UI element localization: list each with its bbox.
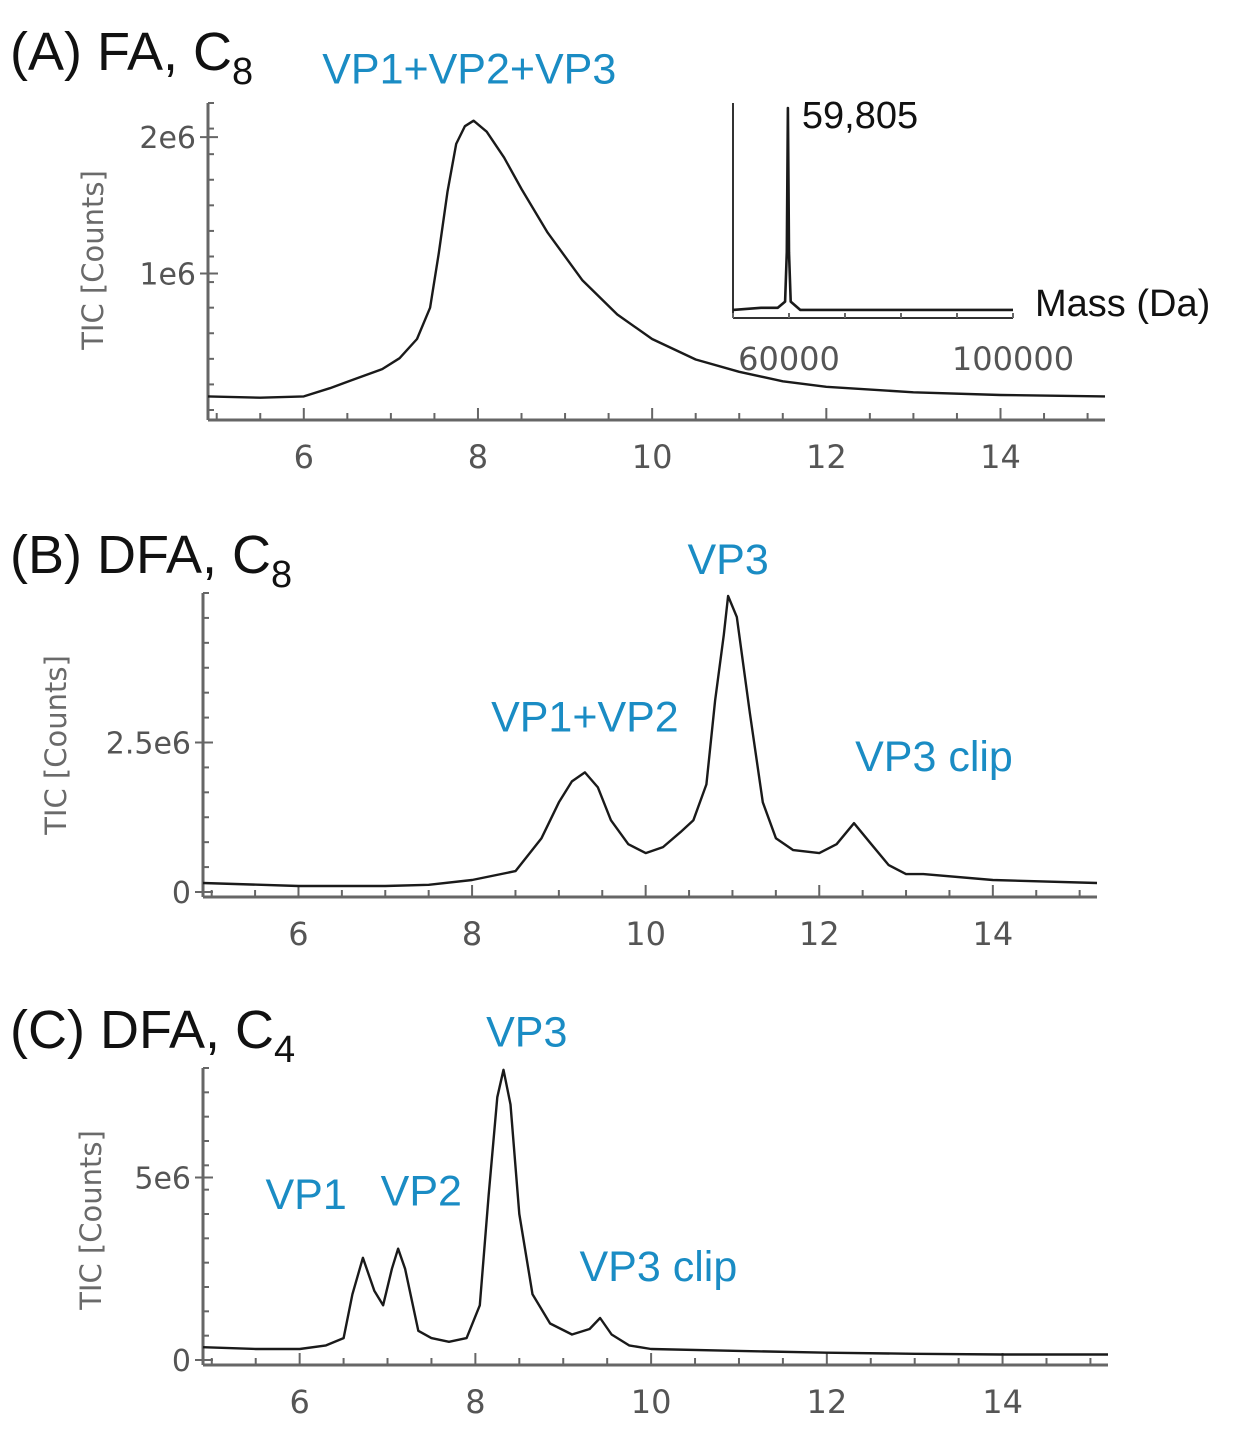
- inset-mass-trace: [732, 106, 1013, 312]
- panel-c-subscript: 4: [274, 1029, 295, 1071]
- panel-c-plot-area: 6 8 10 12 14 0 5e6 VP1 VP2 VP3 VP3 clip: [134, 1009, 1108, 1421]
- panel-c-x-tick-label: 14: [982, 1383, 1023, 1421]
- panel-b-plot-area: 6 8 10 12 14 0 2.5e6 VP1+VP2 VP3 VP3 clip: [106, 536, 1098, 953]
- panel-c-peak-annotation: VP1: [266, 1171, 347, 1219]
- panel-a: (A) FA, C8 6 8 10 12 14 1e6 2e6 VP1+VP2+VP3 TIC…: [10, 22, 1210, 476]
- panel-c-x-tick-label: 12: [806, 1383, 847, 1421]
- panel-a-x-tick-label: 8: [468, 438, 488, 476]
- panel-a-x-tick-label: 10: [632, 438, 673, 476]
- panel-b-peak-annotation: VP1+VP2: [491, 693, 679, 741]
- panel-b-x-tick-label: 10: [625, 915, 666, 953]
- panel-c-tic-trace: [202, 1068, 1108, 1356]
- panel-c-peak-annotation: VP3 clip: [580, 1243, 738, 1291]
- panel-b-x-tick-label: 8: [462, 915, 482, 953]
- panel-c-label: (C) DFA, C4: [10, 1000, 295, 1071]
- panel-b-subscript: 8: [271, 554, 292, 596]
- panel-a-y-tick-label: 2e6: [139, 121, 196, 156]
- panel-a-plot-area: 6 8 10 12 14 1e6 2e6 VP1+VP2+VP3: [139, 45, 1106, 476]
- panel-a-subscript: 8: [232, 51, 253, 93]
- inset-peak-mass-label: 59,805: [802, 95, 918, 137]
- panel-c-x-tick-label: 6: [289, 1383, 309, 1421]
- panel-a-x-tick-label: 12: [806, 438, 847, 476]
- panel-b-y-axis-label: TIC [Counts]: [39, 655, 73, 836]
- panel-a-inset: 60000 100000 59,805: [732, 95, 1074, 378]
- panel-a-x-tick-label: 14: [980, 438, 1021, 476]
- panel-b-x-tick-label: 6: [288, 915, 308, 953]
- panel-b-tic-trace: [202, 594, 1098, 888]
- panel-b-x-tick-label: 12: [799, 915, 840, 953]
- panel-b-label: (B) DFA, C8: [10, 525, 292, 596]
- panel-b-peak-annotation: VP3: [687, 536, 768, 584]
- panel-b-peak-annotation: VP3 clip: [855, 733, 1013, 781]
- panel-b-y-tick-label: 2.5e6: [106, 727, 191, 762]
- inset-x-tick-label: 60000: [738, 340, 840, 378]
- panel-b-x-tick-label: 14: [972, 915, 1013, 953]
- panel-a-tic-trace: [207, 119, 1106, 399]
- panel-c: (C) DFA, C4 6 8 10 12 14 0 5e6 VP1 VP2 VP3 VP3 cli…: [10, 1000, 1108, 1421]
- panel-c-peak-annotation: VP3: [486, 1009, 567, 1057]
- panel-a-peak-annotation: VP1+VP2+VP3: [322, 45, 616, 93]
- panel-c-x-tick-label: 10: [631, 1383, 672, 1421]
- inset-x-tick-label: 100000: [952, 340, 1074, 378]
- panel-a-x-tick-label: 6: [294, 438, 314, 476]
- inset-x-axis-label: Mass (Da): [1035, 283, 1210, 325]
- panel-a-label: (A) FA, C8: [10, 22, 253, 93]
- panel-c-peak-annotation: VP2: [381, 1168, 462, 1216]
- panel-b: (B) DFA, C8 6 8 10 12 14 0 2.5e6 VP1+VP2 VP3 VP3 …: [10, 525, 1098, 953]
- panel-c-y-tick-label: 5e6: [134, 1162, 191, 1197]
- panel-a-y-tick-label: 1e6: [139, 258, 196, 293]
- panel-b-y-tick-label: 0: [172, 876, 191, 911]
- panel-c-y-tick-label: 0: [172, 1344, 191, 1379]
- panel-a-y-axis-label: TIC [Counts]: [76, 170, 110, 351]
- panel-c-y-axis-label: TIC [Counts]: [74, 1130, 108, 1311]
- panel-c-x-tick-label: 8: [465, 1383, 485, 1421]
